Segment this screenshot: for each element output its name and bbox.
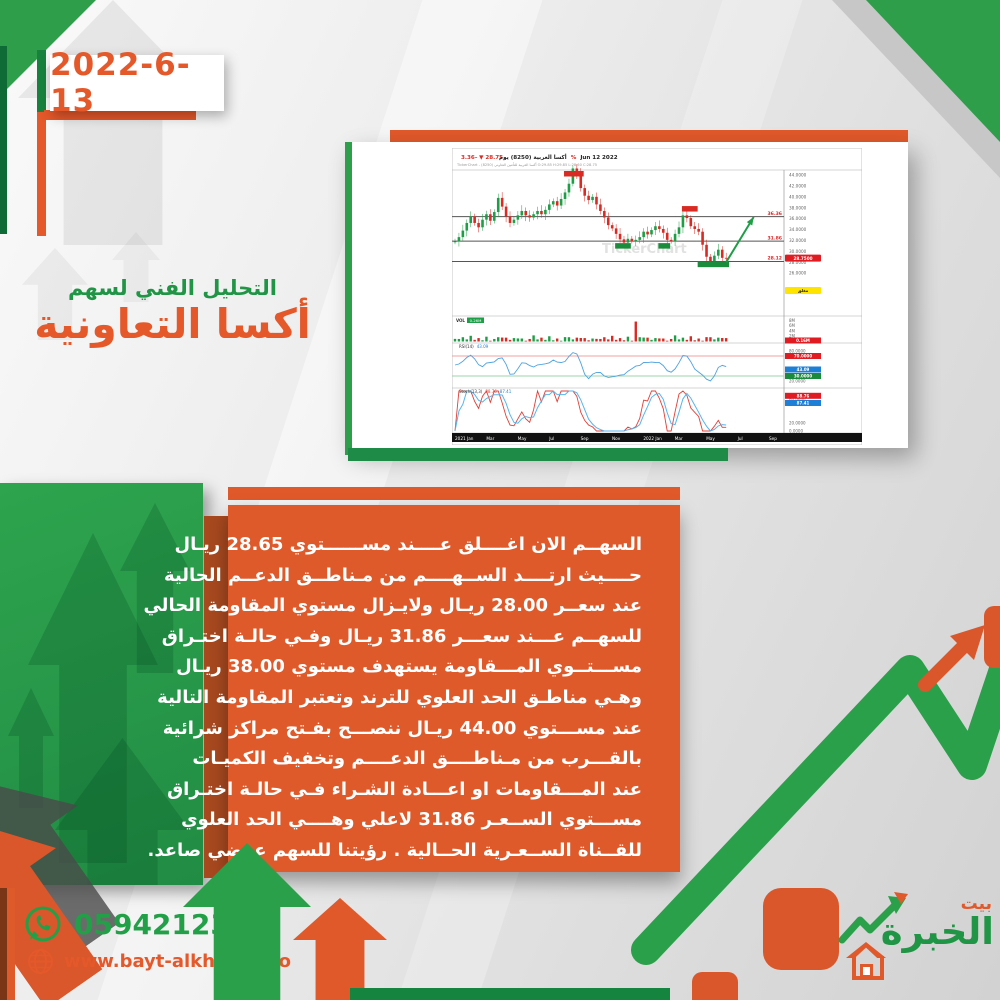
analysis-line: مســـتــوي المـــقاومة يستهدف مستوي 38.0…: [176, 656, 642, 678]
svg-text:31.86: 31.86: [767, 235, 782, 241]
svg-text:VOL: VOL: [456, 318, 465, 323]
analysis-text: السهــم الان اغــــلق عــــند مســــــتو…: [143, 505, 680, 867]
logo-text-top: بيت: [960, 894, 992, 914]
svg-text:TickerChart: TickerChart: [602, 242, 687, 257]
orange-square-deco: [763, 888, 839, 970]
analysis-line: عند سعــر 28.00 ريـال ولايـزال مستوي الم…: [143, 595, 642, 617]
logo-house-window-icon: [860, 964, 873, 978]
svg-text:TickerChart - أكسا العربية للت: TickerChart - أكسا العربية للتأمين التعا…: [456, 162, 597, 167]
svg-text:مغلق: مغلق: [798, 288, 809, 293]
logo-text-main: الخبرة: [880, 910, 994, 953]
svg-text:88.76: 88.76: [797, 393, 810, 398]
svg-text:20.0000: 20.0000: [789, 420, 806, 425]
title-subtitle: التحليل الفني لسهم: [68, 276, 277, 300]
analysis-block: السهــم الان اغــــلق عــــند مســــــتو…: [143, 505, 680, 872]
whatsapp-icon: [25, 906, 61, 942]
orange-diagonal-arrowhead: [950, 625, 985, 660]
svg-text:30.0000: 30.0000: [789, 249, 807, 254]
svg-text:8M: 8M: [789, 318, 796, 323]
svg-text:32.0000: 32.0000: [789, 238, 807, 243]
svg-text:0.0000: 0.0000: [789, 428, 803, 433]
logo-house-icon: [852, 956, 884, 980]
analysis-line: عند مســـتوي 44.00 ريـال ننصـــح بفـتح م…: [162, 717, 642, 739]
svg-text:43.09: 43.09: [797, 367, 810, 372]
svg-text:Nov: Nov: [612, 436, 621, 441]
svg-text:28.12: 28.12: [767, 256, 782, 262]
date-accent-green: [37, 50, 46, 112]
svg-text:Mar: Mar: [486, 436, 494, 441]
contact-edge-dark: [0, 888, 7, 1000]
orange-square-deco: [692, 972, 738, 1000]
svg-text:28.7500: 28.7500: [793, 256, 812, 261]
date-underline: [44, 110, 196, 120]
title-stock-name: أكسا التعاونية: [34, 300, 311, 348]
svg-text:Sep: Sep: [769, 436, 777, 441]
analysis-line: للسهــم عـــند سعـــر 31.86 ريـال وفـي ح…: [161, 625, 642, 647]
svg-text:36.36: 36.36: [767, 211, 782, 217]
svg-text:38.0000: 38.0000: [789, 205, 807, 210]
svg-text:28.0000: 28.0000: [789, 260, 807, 265]
chart-card-bottombar: [348, 448, 728, 461]
svg-text:80.0000: 80.0000: [789, 396, 806, 401]
analysis-line: السهــم الان اغــــلق عــــند مســــــتو…: [174, 534, 642, 555]
svg-text:أكسا العربية (8250) يوم28.75 ▼: أكسا العربية (8250) يوم28.75 ▼ -3.36% Jun…: [461, 153, 618, 161]
svg-text:Sep: Sep: [581, 436, 589, 441]
analysis-line: حــــيث ارتــــد الســهــــم من مـناطــق…: [164, 564, 642, 586]
svg-text:0.26M: 0.26M: [470, 318, 482, 323]
chart-card-topbar: [390, 130, 908, 142]
brand-logo: بيت الخبرة: [838, 890, 996, 998]
svg-text:May: May: [518, 436, 527, 441]
date-text: 2022-6-13: [50, 47, 191, 119]
analysis-side-bar: [204, 516, 232, 878]
svg-text:70.0000: 70.0000: [794, 354, 812, 359]
svg-text:40.0000: 40.0000: [789, 194, 807, 199]
stock-chart-svg: أكسا العربية (8250) يوم28.75 ▼ -3.36% Jun…: [451, 147, 863, 446]
svg-text:May: May: [706, 436, 715, 441]
analysis-line: مســـتوي الســعـر 31.86 لاعلي وهــــي ال…: [181, 809, 642, 831]
svg-text:44.0000: 44.0000: [789, 173, 807, 178]
svg-text:36.0000: 36.0000: [789, 216, 807, 221]
analysis-line: وهـي مناطـق الحد العلوي للترند وتعتبر ال…: [157, 686, 642, 708]
svg-text:Mar: Mar: [675, 436, 683, 441]
svg-text:26.0000: 26.0000: [789, 271, 807, 276]
logo-trend-arrow-icon: [838, 892, 908, 944]
svg-text:6M: 6M: [789, 323, 796, 328]
svg-text:4M: 4M: [789, 328, 796, 333]
analysis-line: للقــناة الســعـرية الحــالية . رؤيتنا ل…: [147, 839, 643, 861]
post-title: التحليل الفني لسهم أكسا التعاونية: [10, 276, 335, 346]
svg-text:30.0000: 30.0000: [794, 374, 812, 379]
svg-text:2022 Jan: 2022 Jan: [643, 436, 662, 441]
contact-edge-orange: [7, 888, 15, 1000]
globe-icon: [28, 949, 53, 974]
svg-text:80.0000: 80.0000: [789, 348, 806, 353]
svg-text:42.0000: 42.0000: [789, 184, 807, 189]
svg-text:34.0000: 34.0000: [789, 227, 807, 232]
svg-text:2M: 2M: [789, 334, 796, 339]
analysis-line: بالقـــرب من مـناطــــق الدعــــم وتخفيف…: [192, 748, 642, 770]
analysis-line: عند المـــقاومات او اعـــادة الشـراء فـي…: [167, 778, 642, 800]
svg-text:20.0000: 20.0000: [789, 378, 806, 383]
svg-text:Jul: Jul: [737, 436, 743, 441]
stock-chart: أكسا العربية (8250) يوم28.75 ▼ -3.36% Jun…: [451, 147, 863, 446]
svg-text:2021 Jan: 2021 Jan: [455, 436, 474, 441]
date-accent-orange: [37, 112, 46, 236]
bottom-green-band: [350, 988, 670, 1000]
date-badge: 2022-6-13: [50, 47, 224, 119]
edge-orange-tab: [984, 606, 1000, 668]
svg-text:87.41: 87.41: [797, 401, 810, 406]
chart-card-left-strip: [345, 142, 352, 455]
svg-text:RSI(14)43.09: RSI(14) 43.09: [459, 344, 489, 349]
left-edge-bar: [0, 46, 7, 234]
svg-text:Jul: Jul: [548, 436, 554, 441]
analysis-top-strip: [228, 487, 680, 500]
svg-text:0.16M: 0.16M: [796, 338, 810, 343]
big-orange-up-arrow-icon: [293, 898, 387, 1000]
orange-diagonal-arrow-icon: [918, 640, 970, 692]
